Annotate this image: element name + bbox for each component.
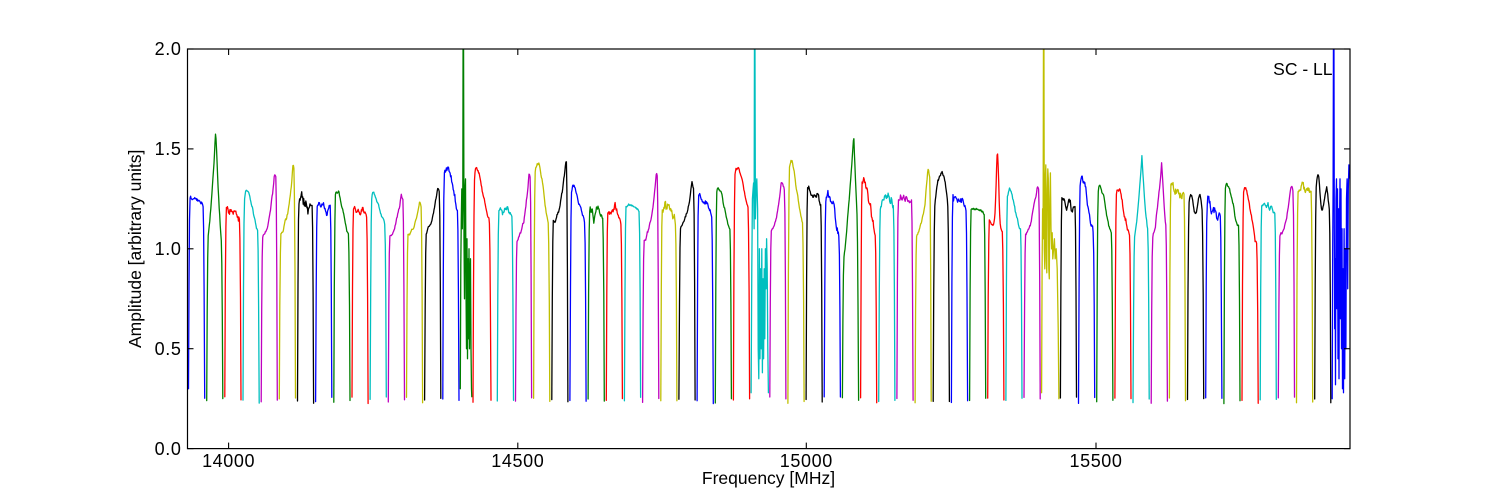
svg-text:1.0: 1.0 [155,239,182,259]
svg-text:15000: 15000 [780,451,833,471]
svg-text:2.0: 2.0 [155,39,182,59]
svg-text:14500: 14500 [491,451,544,471]
svg-text:Frequency [MHz]: Frequency [MHz] [702,468,835,488]
svg-text:SC - LL: SC - LL [1273,59,1333,79]
svg-text:Amplitude [arbitrary units]: Amplitude [arbitrary units] [125,150,145,348]
svg-text:0.5: 0.5 [155,339,182,359]
svg-text:0.0: 0.0 [155,439,182,459]
svg-text:14000: 14000 [202,451,255,471]
svg-text:1.5: 1.5 [155,139,182,159]
svg-text:15500: 15500 [1069,451,1122,471]
